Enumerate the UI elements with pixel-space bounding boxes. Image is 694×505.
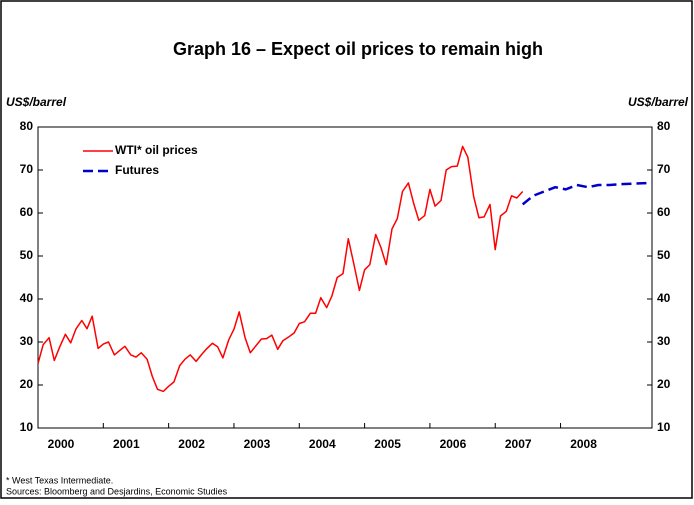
- x-tick-label: 2007: [505, 437, 532, 451]
- y2-tick-label: 10: [657, 420, 671, 434]
- source-note: Sources: Bloomberg and Desjardins, Econo…: [6, 486, 228, 496]
- y2-tick-label: 80: [657, 119, 671, 133]
- x-tick-label: 2002: [178, 437, 205, 451]
- legend-label: Futures: [115, 163, 159, 177]
- x-tick-label: 2001: [113, 437, 140, 451]
- y-tick-label: 10: [20, 420, 34, 434]
- y-tick-label: 40: [20, 291, 34, 305]
- y-tick-label: 80: [20, 119, 34, 133]
- y-axis-label: US$/barrel: [6, 95, 67, 109]
- y2-tick-label: 60: [657, 205, 671, 219]
- y2-tick-label: 30: [657, 334, 671, 348]
- series-line: [37, 145, 524, 393]
- footnote: * West Texas Intermediate.: [6, 475, 113, 485]
- x-tick-label: 2000: [48, 437, 75, 451]
- y-tick-label: 70: [20, 162, 34, 176]
- y2-tick-label: 70: [657, 162, 671, 176]
- series-line: [521, 181, 653, 206]
- y-tick-label: 20: [20, 377, 34, 391]
- x-tick-label: 2006: [440, 437, 467, 451]
- y2-tick-label: 50: [657, 248, 671, 262]
- x-tick-label: 2004: [309, 437, 336, 451]
- x-tick-label: 2005: [374, 437, 401, 451]
- y2-axis-label: US$/barrel: [628, 95, 689, 109]
- y-tick-label: 60: [20, 205, 34, 219]
- legend-label: WTI* oil prices: [115, 143, 198, 157]
- y-tick-label: 30: [20, 334, 34, 348]
- x-tick-label: 2008: [570, 437, 597, 451]
- plot-area: [37, 126, 653, 429]
- x-tick-label: 2003: [244, 437, 271, 451]
- chart-title: Graph 16 – Expect oil prices to remain h…: [173, 39, 543, 59]
- y-tick-label: 50: [20, 248, 34, 262]
- y2-tick-label: 20: [657, 377, 671, 391]
- y2-tick-label: 40: [657, 291, 671, 305]
